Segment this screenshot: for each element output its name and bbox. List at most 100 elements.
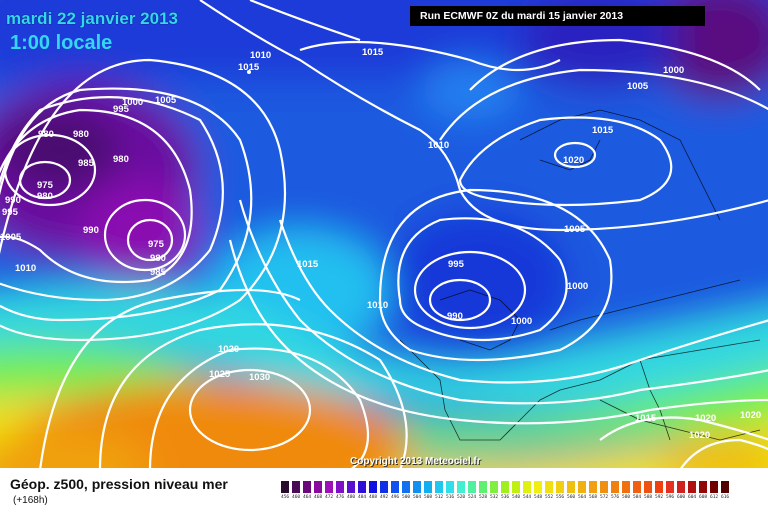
scale-swatch [633,481,641,493]
scale-swatch [303,481,311,493]
scale-label: 484 [358,495,367,500]
scale-label: 616 [721,495,730,500]
isobar-label: 1025 [209,369,231,380]
scale-swatch [534,481,542,493]
isobar-label: 980 [73,129,89,140]
scale-label: 516 [446,495,455,500]
isobars [0,0,768,468]
isobar-label: 995 [448,259,465,270]
copyright: Copyright 2013 Meteociel.fr [350,456,481,467]
scale-label: 472 [325,495,334,500]
isobar-label: 1020 [689,430,710,441]
scale-label: 512 [435,495,444,500]
scale-swatch [721,481,729,493]
isobar-labels: 1010 1015 1015 1000 1005 995 980 980 985… [0,47,761,441]
local-time: 1:00 locale [10,32,113,54]
scale-label: 508 [424,495,433,500]
scale-label: 580 [622,495,631,500]
scale-swatch [457,481,465,493]
scale-label: 564 [578,495,587,500]
isobar-label: 985 [150,267,167,278]
isobar-label: 1015 [592,125,614,136]
scale-swatch [567,481,575,493]
scale-label: 520 [457,495,466,500]
isobar-label: 1015 [238,62,260,73]
isobar-label: 980 [38,129,54,140]
scale-swatch [644,481,652,493]
isobar-label: 1020 [695,413,716,424]
scale-swatch [413,481,421,493]
scale-label: 468 [314,495,323,500]
run-info: Run ECMWF 0Z du mardi 15 janvier 2013 [410,6,705,26]
scale-label: 476 [336,495,345,500]
forecast-horizon: (+168h) [13,495,48,506]
scale-swatch [380,481,388,493]
scale-label: 480 [347,495,356,500]
isobar-label: 1010 [428,140,449,151]
scale-swatch [479,481,487,493]
scale-label: 556 [556,495,565,500]
isobar-label: 1005 [627,81,649,92]
scale-swatch [666,481,674,493]
scale-swatch [622,481,630,493]
scale-label: 588 [644,495,653,500]
scale-swatch [336,481,344,493]
scale-swatch [688,481,696,493]
scale-label: 488 [369,495,378,500]
scale-swatch [699,481,707,493]
scale-label: 560 [567,495,576,500]
scale-swatch [325,481,333,493]
scale-swatch [556,481,564,493]
scale-label: 456 [281,495,290,500]
isobar-label: 980 [37,191,53,202]
isobar-label: 1000 [663,65,684,76]
scale-label: 532 [490,495,499,500]
isobar-label: 975 [148,239,165,250]
isobar-label: 980 [113,154,129,165]
scale-label: 584 [633,495,642,500]
weather-map: 1010 1015 1015 1000 1005 995 980 980 985… [0,0,768,468]
scale-swatch [292,481,300,493]
isobar-label: 1010 [250,50,271,61]
scale-swatch [512,481,520,493]
isobar-label: 985 [78,158,95,169]
isobar-label: 975 [37,180,54,191]
scale-label: 500 [402,495,411,500]
scale-swatch [545,481,553,493]
scale-label: 604 [688,495,697,500]
isobar-label: 990 [447,311,463,322]
forecast-date: mardi 22 janvier 2013 [6,9,179,28]
scale-swatch [435,481,443,493]
scale-label: 552 [545,495,554,500]
isobar-label: 990 [83,225,99,236]
scale-label: 568 [589,495,598,500]
scale-label: 536 [501,495,510,500]
scale-label: 576 [611,495,620,500]
isobar-label: 1005 [155,95,177,106]
isobar-label: 1010 [367,300,388,311]
scale-swatch [347,481,355,493]
scale-label: 544 [523,495,532,500]
isobar-label: 980 [150,253,166,264]
scale-label: 528 [479,495,488,500]
scale-label: 540 [512,495,521,500]
map-canvas: 1010 1015 1015 1000 1005 995 980 980 985… [0,0,768,468]
scale-swatch [710,481,718,493]
scale-swatch [402,481,410,493]
isobar-label: 1005 [0,232,22,243]
isobar-label: 1000 [567,281,588,292]
scale-label: 492 [380,495,389,500]
scale-swatch [369,481,377,493]
scale-swatch [589,481,597,493]
scale-label: 524 [468,495,477,500]
scale-swatch [655,481,663,493]
scale-swatch [446,481,454,493]
isobar-label: 1015 [362,47,384,58]
isobar-label: 1030 [249,372,270,383]
scale-swatch [391,481,399,493]
isobar-label: 990 [5,195,21,206]
scale-label: 572 [600,495,609,500]
scale-label: 464 [303,495,312,500]
scale-label: 600 [677,495,686,500]
scale-label: 496 [391,495,400,500]
